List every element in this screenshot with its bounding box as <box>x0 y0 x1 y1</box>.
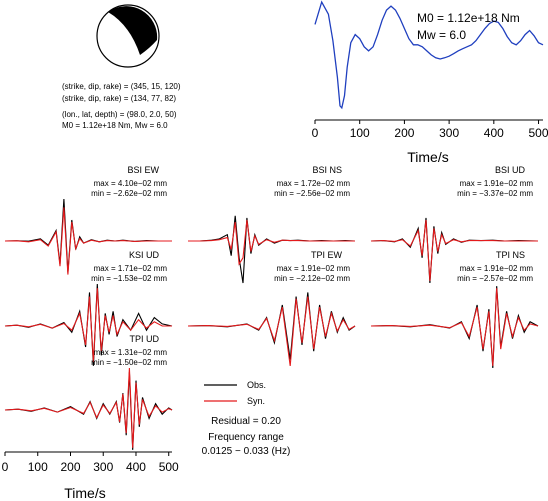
location-depth-label: (lon., lat, depth) = (98.0, 2.0, 50) <box>62 110 177 119</box>
waveform-max-label: max = 1.91e−02 mm <box>460 264 534 273</box>
bottom-x-tick-label: 300 <box>93 460 113 474</box>
waveform-max-label: max = 1.31e−02 mm <box>94 348 168 357</box>
bottom-x-tick-label: 400 <box>126 460 146 474</box>
stf-annotation-moment: M0 = 1.12e+18 Nm <box>417 11 520 25</box>
waveform-synthetic-line <box>187 296 356 366</box>
waveform-min-label: min = −2.12e−02 mm <box>274 274 350 283</box>
waveform-station-title: TPI NS <box>496 250 525 260</box>
bottom-x-ticks: 0 100 200 300 400 500 <box>2 452 179 474</box>
frequency-range-value: 0.0125 − 0.033 (Hz) <box>202 446 291 457</box>
stf-x-tick-label: 200 <box>394 126 414 140</box>
stf-annotation-magnitude: Mw = 6.0 <box>417 28 466 42</box>
stf-x-axis-label: Time/s <box>407 149 448 165</box>
frequency-range-label: Frequency range <box>208 432 284 443</box>
source-time-function-panel: M0 = 1.12e+18 Nm Mw = 6.0 0 100 200 300 400 5… <box>312 0 548 165</box>
stf-x-tick-label: 0 <box>312 126 319 140</box>
waveform-station-title: BSI UD <box>495 165 526 175</box>
stf-x-tick-label: 300 <box>439 126 459 140</box>
waveform-station-title: KSI UD <box>129 250 160 260</box>
bottom-x-tick-label: 200 <box>60 460 80 474</box>
stf-x-tick-label: 100 <box>350 126 370 140</box>
bottom-x-axis-label: Time/s <box>64 485 105 501</box>
waveform-min-label: min = −2.62e−02 mm <box>91 189 167 198</box>
legend-label-syn: Syn. <box>247 396 265 406</box>
waveform-max-label: max = 1.91e−02 mm <box>460 179 534 188</box>
bottom-time-axis: 0 100 200 300 400 500 Time/s <box>2 451 179 501</box>
legend-label-obs: Obs. <box>247 380 266 390</box>
waveform-synthetic-line <box>370 219 538 281</box>
waveform-station-title: TPI UD <box>129 334 159 344</box>
waveform-synthetic-line <box>188 219 355 266</box>
beachball-diagram <box>96 4 160 68</box>
waveform-max-label: max = 1.71e−02 mm <box>94 264 168 273</box>
legend: Obs. Syn. Residual = 0.20 Frequency rang… <box>202 380 291 457</box>
bottom-x-tick-label: 100 <box>28 460 48 474</box>
waveform-min-label: min = −2.57e−02 mm <box>457 274 533 283</box>
waveform-synthetic-line <box>4 288 172 362</box>
bottom-x-tick-label: 500 <box>159 460 179 474</box>
stf-x-tick-label: 500 <box>529 126 548 140</box>
waveform-observed-line <box>370 286 539 369</box>
waveform-synthetic-line <box>4 207 172 275</box>
waveform-station-title: TPI EW <box>311 250 343 260</box>
waveform-station-title: BSI NS <box>312 165 342 175</box>
stf-x-tick-label: 400 <box>484 126 504 140</box>
waveform-max-label: max = 1.72e−02 mm <box>277 179 351 188</box>
waveform-max-label: max = 1.91e−02 mm <box>277 264 351 273</box>
stf-x-ticks: 0 100 200 300 400 500 <box>312 120 548 140</box>
residual-label: Residual = 0.20 <box>211 416 281 427</box>
fault-plane-2-label: (strike, dip, rake) = (134, 77, 82) <box>62 94 176 103</box>
bottom-x-tick-label: 0 <box>2 460 9 474</box>
waveform-min-label: min = −2.56e−02 mm <box>274 189 350 198</box>
waveform-min-label: min = −1.50e−02 mm <box>91 358 167 367</box>
waveform-synthetic-line <box>370 288 539 366</box>
beachball-compressional-quadrant <box>108 6 158 55</box>
waveform-observed-line <box>4 198 172 273</box>
moment-magnitude-label: M0 = 1.12e+18 Nm, Mw = 6.0 <box>62 121 168 130</box>
waveform-max-label: max = 4.10e−02 mm <box>94 179 168 188</box>
waveform-min-label: min = −1.53e−02 mm <box>91 274 167 283</box>
fault-plane-1-label: (strike, dip, rake) = (345, 15, 120) <box>62 82 181 91</box>
waveform-synthetic-line <box>4 367 173 448</box>
waveform-min-label: min = −3.37e−02 mm <box>457 189 533 198</box>
waveform-station-title: BSI EW <box>127 165 159 175</box>
stf-series-line <box>314 0 544 110</box>
